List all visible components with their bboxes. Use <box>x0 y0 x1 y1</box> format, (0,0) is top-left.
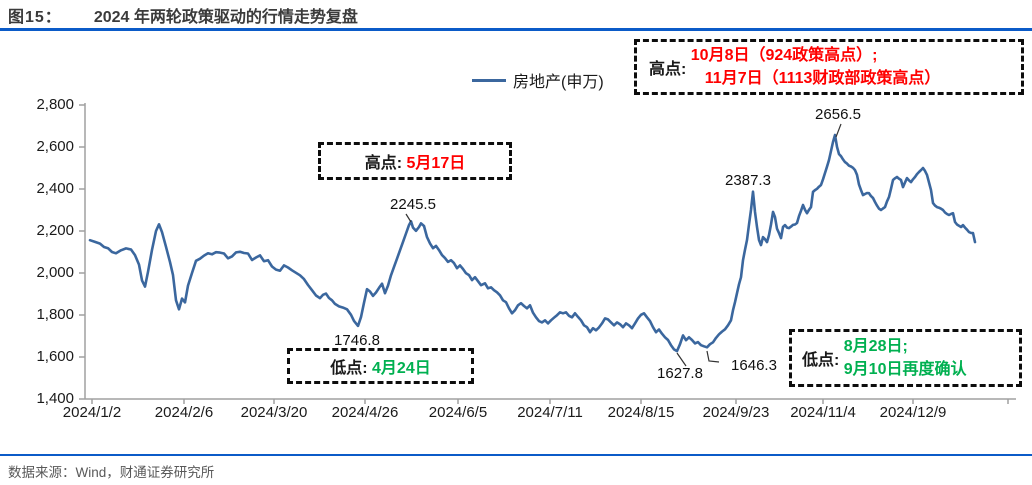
point-label-leader <box>835 123 842 138</box>
figure-number-label: 图15： <box>8 9 62 26</box>
annotation-high-may-prefix: 高点: <box>364 155 407 172</box>
y-axis-label: 1,400 <box>36 390 74 407</box>
annotation-high-oct-prefix: 高点: <box>649 61 691 78</box>
x-axis-label: 2024/1/2 <box>62 404 122 421</box>
point-value-label: 2245.5 <box>390 196 436 213</box>
annotation-high-october: 高点: 10月8日（924政策高点）; 11月7日（1113财政部政策高点） <box>634 39 1024 95</box>
y-axis-label: 2,800 <box>36 96 74 113</box>
chart-legend: 房地产(申万) <box>472 68 604 92</box>
legend-line-swatch <box>472 78 506 82</box>
annotation-high-oct-line2: 11月7日（1113财政部政策高点） <box>704 70 941 87</box>
y-axis-label: 2,200 <box>36 222 74 239</box>
legend-series-label: 房地产(申万) <box>513 74 604 91</box>
annotation-high-may: 高点: 5月17日 <box>318 142 512 180</box>
point-value-label: 1746.8 <box>334 332 380 349</box>
annotation-high-may-date: 5月17日 <box>406 155 466 172</box>
point-value-label: 1646.3 <box>731 357 777 374</box>
x-axis-label: 2024/2/6 <box>154 404 214 421</box>
point-label-leader <box>676 352 687 367</box>
annotation-low-apr-date: 4月24日 <box>372 360 431 377</box>
point-label-leader <box>405 213 412 223</box>
annotation-low-aug-line1: 8月28日; <box>843 338 908 355</box>
y-axis-label: 1,800 <box>36 306 74 323</box>
x-axis-label: 2024/3/20 <box>240 404 308 421</box>
x-axis-label: 2024/12/9 <box>879 404 947 421</box>
y-axis-label: 1,600 <box>36 348 74 365</box>
x-axis-label: 2024/6/5 <box>428 404 488 421</box>
point-value-label: 2387.3 <box>725 172 771 189</box>
annotation-low-august: 低点: 8月28日; 9月10日再度确认 <box>789 329 1022 387</box>
point-label-leader <box>706 350 720 363</box>
title-divider-rule <box>0 28 1032 31</box>
y-axis-label: 2,400 <box>36 180 74 197</box>
x-axis-label: 2024/11/4 <box>790 404 856 421</box>
figure-title: 2024 年两轮政策驱动的行情走势复盘 <box>93 9 358 26</box>
figure-title-bar: 图15： 2024 年两轮政策驱动的行情走势复盘 <box>8 3 358 27</box>
price-series-line <box>88 133 977 353</box>
annotation-low-aug-line2: 9月10日再度确认 <box>843 361 967 378</box>
x-axis-label: 2024/9/23 <box>702 404 770 421</box>
data-source-note: 数据来源：Wind，财通证券研究所 <box>8 465 215 480</box>
annotation-low-aug-prefix: 低点: <box>802 352 844 369</box>
point-value-label: 2656.5 <box>815 106 861 123</box>
annotation-low-apr-prefix: 低点: <box>330 360 373 377</box>
annotation-high-oct-line1: 10月8日（924政策高点）; <box>690 47 878 64</box>
annotation-low-april: 低点: 4月24日 <box>287 348 474 384</box>
x-axis-label: 2024/4/26 <box>331 404 399 421</box>
y-axis-label: 2,600 <box>36 138 74 155</box>
x-axis-label: 2024/7/11 <box>517 404 583 421</box>
point-value-label: 1627.8 <box>657 365 703 382</box>
y-axis-label: 2,000 <box>36 264 74 281</box>
x-axis-label: 2024/8/15 <box>607 404 675 421</box>
footer-divider-rule <box>0 454 1032 456</box>
